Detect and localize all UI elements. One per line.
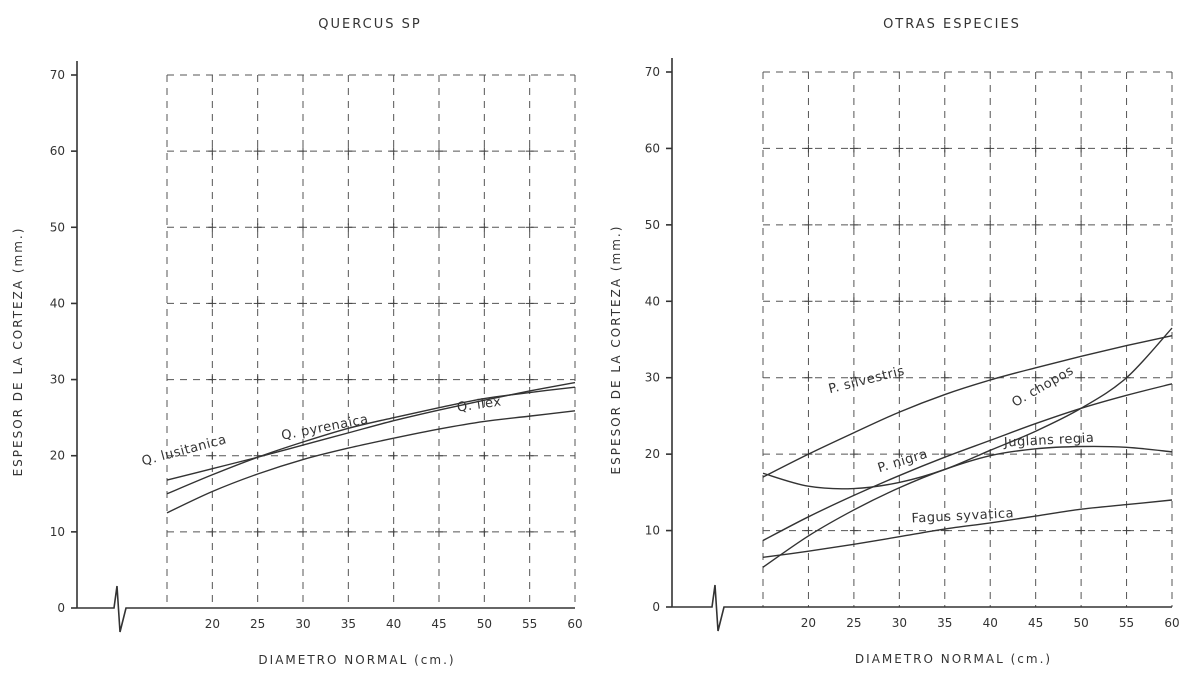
x-tick-label: 60 — [567, 617, 582, 631]
series-line-q-pyrenaica — [166, 386, 576, 495]
y-tick-label: 70 — [645, 65, 660, 79]
y-tick-label: 30 — [50, 373, 65, 387]
series-label-fagus-syvatica: Fagus syvatica — [911, 506, 1014, 526]
x-tick-label: 45 — [431, 617, 446, 631]
y-tick-label: 10 — [50, 525, 65, 539]
series-label-q-ilex: Q. ilex — [456, 395, 502, 416]
x-tick-label: 55 — [1119, 616, 1134, 630]
x-axis-label: DIAMETRO NORMAL (cm.) — [258, 653, 455, 667]
y-axis-label: ESPESOR DE LA CORTEZA (mm.) — [609, 225, 623, 475]
series-line-q-ilex — [166, 410, 576, 514]
series-line-p-silvestris — [762, 334, 1173, 478]
series-label-q-lusitanica: Q. lusitanica — [140, 432, 228, 469]
y-tick-label: 60 — [50, 144, 65, 158]
series-line-p-nigra — [762, 383, 1173, 542]
y-tick-label: 50 — [50, 220, 65, 234]
y-axis-label: ESPESOR DE LA CORTEZA (mm.) — [11, 227, 25, 477]
x-tick-label: 50 — [477, 617, 492, 631]
x-tick-label: 20 — [801, 616, 816, 630]
x-tick-label: 30 — [295, 617, 310, 631]
series-line-q-lusitanica — [166, 381, 576, 481]
series-label-p-silvestris: P. silvestris — [827, 364, 906, 397]
x-tick-label: 40 — [386, 617, 401, 631]
series-line-fagus-syvatica — [762, 499, 1173, 559]
y-tick-label: 0 — [57, 601, 65, 615]
series-line-o-chopos — [762, 327, 1173, 490]
series-label-juglans-regia: Juglans regia — [1003, 431, 1095, 451]
x-tick-label: 35 — [937, 616, 952, 630]
series-label-p-nigra: P. nigra — [876, 447, 930, 476]
axes — [71, 61, 575, 633]
y-tick-label: 20 — [645, 447, 660, 461]
y-tick-label: 0 — [652, 600, 660, 614]
chart-panel-2: OTRAS ESPECIES 0 10 20 30 40 50 60 70 20 25 30 35 40 4… — [609, 17, 1180, 666]
y-tick-label: 60 — [645, 141, 660, 155]
y-tick-label: 40 — [50, 296, 65, 310]
x-tick-label: 40 — [983, 616, 998, 630]
y-tick-label: 10 — [645, 524, 660, 538]
grid — [166, 74, 576, 608]
x-axis-label: DIAMETRO NORMAL (cm.) — [855, 652, 1052, 666]
grid — [762, 71, 1173, 607]
x-tick-label: 30 — [892, 616, 907, 630]
chart-title: OTRAS ESPECIES — [883, 17, 1021, 32]
x-tick-label: 45 — [1028, 616, 1043, 630]
y-tick-label: 20 — [50, 449, 65, 463]
x-tick-label: 25 — [846, 616, 861, 630]
chart-panel-1: QUERCUS SP 0 10 20 30 40 50 60 70 20 25 30 35 40 45 50 5… — [11, 17, 583, 667]
chart-title: QUERCUS SP — [318, 17, 421, 32]
x-tick-label: 25 — [250, 617, 265, 631]
x-tick-label: 50 — [1073, 616, 1088, 630]
series-label-o-chopos: O. chopos — [1009, 363, 1076, 410]
x-tick-label: 35 — [341, 617, 356, 631]
series-line-juglans-regia — [762, 445, 1173, 568]
x-axis — [672, 584, 1172, 632]
x-tick-label: 55 — [522, 617, 537, 631]
axes — [666, 58, 1172, 632]
y-tick-label: 40 — [645, 294, 660, 308]
y-tick-label: 70 — [50, 68, 65, 82]
x-axis — [77, 585, 575, 633]
x-tick-label: 60 — [1164, 616, 1179, 630]
y-tick-label: 30 — [645, 371, 660, 385]
y-tick-label: 50 — [645, 218, 660, 232]
x-tick-label: 20 — [205, 617, 220, 631]
